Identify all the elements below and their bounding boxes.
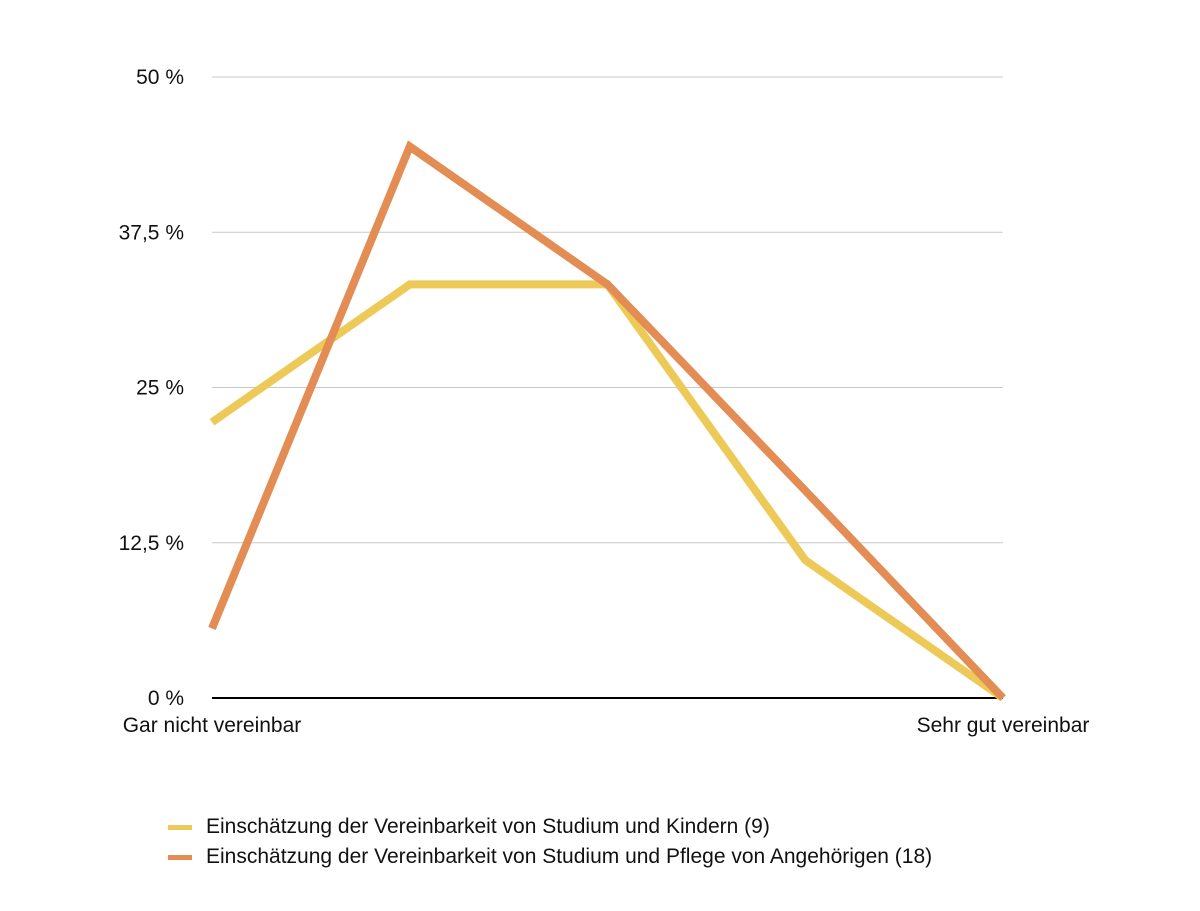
y-tick-label: 25 % (136, 377, 184, 400)
legend-item-children: Einschätzung der Vereinbarkeit von Studi… (168, 812, 932, 842)
y-tick-label: 0 % (148, 687, 184, 710)
x-tick-label: Sehr gut vereinbar (917, 714, 1090, 737)
legend-swatch-children (168, 824, 192, 830)
x-tick-label: Gar nicht vereinbar (123, 714, 302, 737)
legend-item-care: Einschätzung der Vereinbarkeit von Studi… (168, 842, 932, 872)
legend: Einschätzung der Vereinbarkeit von Studi… (168, 812, 932, 872)
y-tick-label: 12,5 % (119, 532, 184, 555)
series-line-1 (208, 140, 1006, 701)
legend-label-children: Einschätzung der Vereinbarkeit von Studi… (206, 815, 770, 838)
y-tick-label: 50 % (136, 66, 184, 89)
legend-label-care: Einschätzung der Vereinbarkeit von Studi… (206, 845, 933, 868)
legend-swatch-care (168, 854, 192, 860)
y-tick-label: 37,5 % (119, 221, 184, 244)
